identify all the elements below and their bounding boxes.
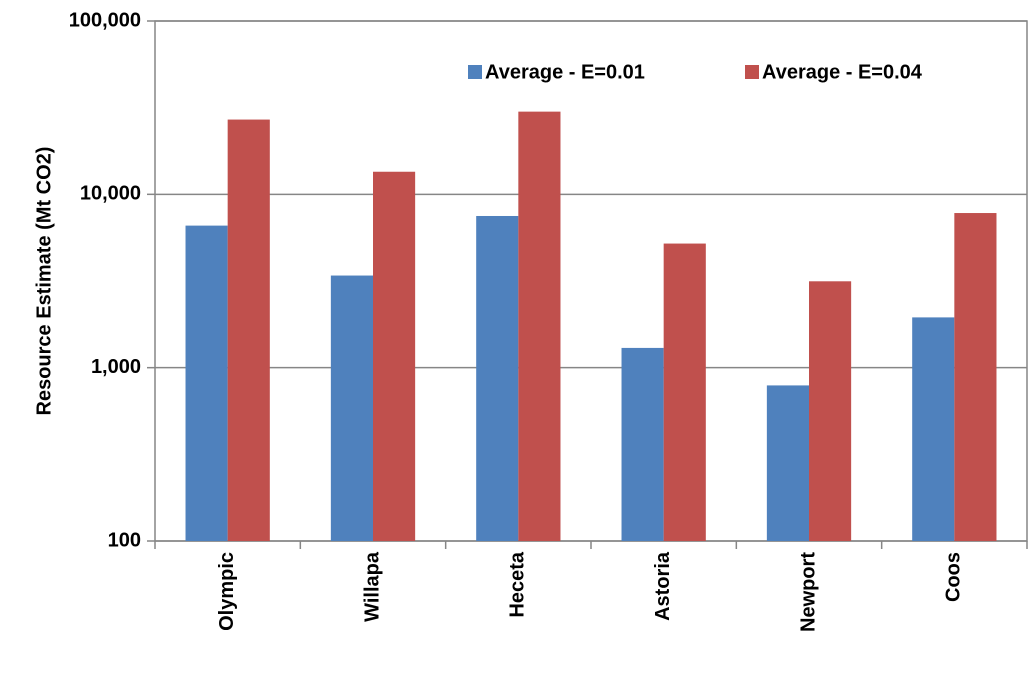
bar: [476, 215, 519, 541]
y-tick-label: 100: [108, 529, 141, 551]
bar: [954, 213, 997, 542]
plot-frame: [154, 20, 1028, 542]
x-tick-label: Willapa: [361, 551, 383, 622]
legend-swatch: [745, 65, 759, 79]
legend-label: Average - E=0.01: [485, 61, 645, 83]
y-axis-title: Resource Estimate (Mt CO2): [33, 147, 55, 416]
y-tick-label: 1,000: [91, 356, 141, 378]
legend-swatch: [468, 65, 482, 79]
bar: [330, 275, 373, 541]
legend-label: Average - E=0.04: [762, 61, 923, 83]
bar: [766, 385, 809, 541]
bar: [227, 119, 270, 542]
y-tick-label: 10,000: [80, 183, 141, 205]
bar: [185, 225, 228, 542]
x-tick-label: Newport: [797, 552, 819, 632]
bar: [912, 317, 955, 541]
bar: [621, 347, 664, 541]
x-tick-label: Coos: [943, 552, 965, 602]
bar: [373, 171, 416, 542]
x-tick-label: Olympic: [216, 552, 238, 631]
x-tick-label: Heceta: [507, 551, 529, 617]
bar: [663, 243, 706, 541]
y-tick-label: 100,000: [69, 9, 141, 31]
bar: [518, 111, 561, 541]
bar: [809, 281, 852, 541]
x-tick-label: Astoria: [652, 551, 674, 621]
